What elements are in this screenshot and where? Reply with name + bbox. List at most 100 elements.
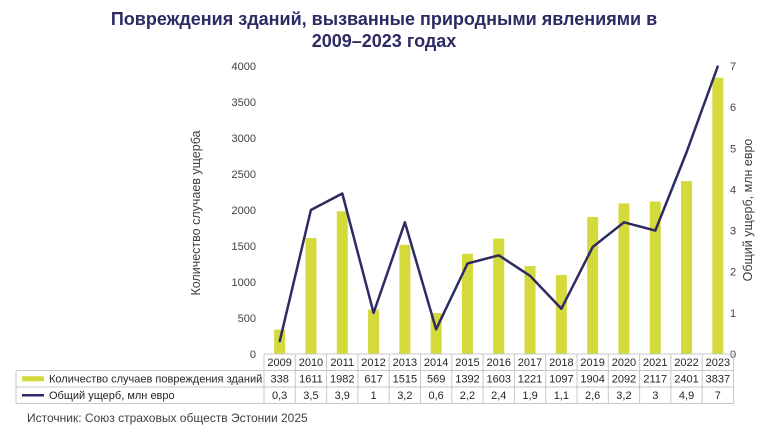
line-point-2010 xyxy=(310,209,312,211)
left-tick-label: 4000 xyxy=(232,61,256,73)
bar-2011 xyxy=(336,211,348,354)
line-point-2019 xyxy=(591,246,594,248)
bar-value-label: 2117 xyxy=(643,374,667,386)
line-point-2016 xyxy=(497,254,500,257)
chart-title-line: Повреждения зданий, вызванные природными… xyxy=(111,9,657,29)
chart-title-line: 2009–2023 годах xyxy=(312,31,457,51)
bar-2010 xyxy=(305,238,317,354)
left-tick-label: 2000 xyxy=(232,205,256,217)
line-point-2023 xyxy=(717,65,719,67)
left-axis-ticks: 0 500 1000 1500 2000 2500 3000 3500 4000 xyxy=(232,61,256,361)
bar-value-label: 1515 xyxy=(393,374,417,386)
line-point-2017 xyxy=(529,275,531,277)
right-tick-label: 3 xyxy=(730,226,736,238)
line-point-2009 xyxy=(278,340,281,343)
line-point-2021 xyxy=(654,229,657,232)
legend-swatch-bars xyxy=(22,376,44,382)
line-value-label: 2,2 xyxy=(460,390,475,402)
left-tick-label: 0 xyxy=(250,349,256,361)
year-label: 2018 xyxy=(549,357,573,369)
left-tick-label: 1000 xyxy=(232,277,256,289)
bar-2013 xyxy=(399,244,411,354)
bar-value-label: 2401 xyxy=(674,374,698,386)
line-point-2015 xyxy=(466,262,469,265)
bar-value-label: 1097 xyxy=(549,374,573,386)
bar-2015 xyxy=(461,253,473,354)
line-value-label: 0,6 xyxy=(429,390,444,402)
right-axis-label: Общий ущерб, млн евро xyxy=(741,139,755,282)
bar-2022 xyxy=(681,181,693,354)
line-value-label: 3,2 xyxy=(616,390,631,402)
line-point-2022 xyxy=(685,151,688,154)
line-point-2014 xyxy=(435,328,437,331)
year-label: 2014 xyxy=(424,357,448,369)
bar-2018 xyxy=(555,275,567,354)
right-tick-label: 5 xyxy=(730,143,736,155)
bar-value-label: 2092 xyxy=(612,374,636,386)
bar-2012 xyxy=(368,309,380,354)
left-tick-label: 3500 xyxy=(232,97,256,109)
bar-2023 xyxy=(712,77,724,355)
line-value-label: 2,6 xyxy=(585,390,600,402)
left-tick-label: 500 xyxy=(238,313,256,325)
right-tick-label: 1 xyxy=(730,308,736,320)
bar-2021 xyxy=(649,201,661,354)
line-value-label: 1,9 xyxy=(522,390,537,402)
line-point-2011 xyxy=(341,192,344,195)
line-value-label: 7 xyxy=(715,390,721,402)
year-label: 2020 xyxy=(612,357,636,369)
line-point-2013 xyxy=(404,221,406,224)
bar-value-label: 1392 xyxy=(455,374,479,386)
line-value-label: 2,4 xyxy=(491,390,506,402)
bar-value-label: 617 xyxy=(364,374,382,386)
year-label: 2016 xyxy=(487,357,511,369)
year-label: 2022 xyxy=(674,357,698,369)
line-point-2018 xyxy=(560,307,563,310)
line-value-label: 3 xyxy=(652,390,658,402)
data-table: 2009 2010 2011 2012 2013 2014 2015 2016 2017 2018… xyxy=(15,353,734,404)
line-point-2020 xyxy=(623,221,625,224)
legend-label-bars: Количество случаев повреждения зданий xyxy=(49,374,262,386)
line-series xyxy=(278,65,720,343)
year-label: 2019 xyxy=(580,357,604,369)
line-value-label: 3,9 xyxy=(335,390,350,402)
left-tick-label: 1500 xyxy=(232,241,256,253)
right-tick-label: 4 xyxy=(730,184,736,196)
line-value-label: 0,3 xyxy=(272,390,287,402)
line-value-label: 1,1 xyxy=(554,390,569,402)
left-axis-label: Количество случаев ущерба xyxy=(189,130,203,295)
legend-label-line: Общий ущерб, млн евро xyxy=(49,390,175,402)
right-tick-label: 7 xyxy=(730,61,736,73)
line-value-label: 3,2 xyxy=(397,390,412,402)
bar-2020 xyxy=(618,203,630,354)
left-tick-label: 3000 xyxy=(232,133,256,145)
year-label: 2023 xyxy=(706,357,730,369)
chart-title: Повреждения зданий, вызванные природными… xyxy=(111,9,657,51)
right-tick-label: 2 xyxy=(730,267,736,279)
year-label: 2017 xyxy=(518,357,542,369)
bar-value-label: 3837 xyxy=(706,374,730,386)
year-label: 2013 xyxy=(393,357,417,369)
line-value-label: 1 xyxy=(370,390,376,402)
year-label: 2015 xyxy=(455,357,479,369)
year-label: 2010 xyxy=(299,357,323,369)
bar-value-label: 569 xyxy=(427,374,445,386)
bar-value-label: 1603 xyxy=(487,374,511,386)
source-note: Источник: Союз страховых обществ Эстонии… xyxy=(27,411,308,425)
year-label: 2012 xyxy=(361,357,385,369)
bar-value-label: 1904 xyxy=(580,374,604,386)
bar-value-label: 1221 xyxy=(518,374,542,386)
year-label: 2011 xyxy=(330,357,354,369)
year-label: 2009 xyxy=(267,357,291,369)
bar-2014 xyxy=(430,313,442,354)
line-value-label: 4,9 xyxy=(679,390,694,402)
bar-value-label: 338 xyxy=(270,374,288,386)
bar-series xyxy=(274,77,724,355)
bar-value-label: 1982 xyxy=(330,374,354,386)
bar-2019 xyxy=(587,216,599,354)
left-tick-label: 2500 xyxy=(232,169,256,181)
right-tick-label: 6 xyxy=(730,102,736,114)
bar-2016 xyxy=(493,238,505,354)
bar-value-label: 1611 xyxy=(299,374,323,386)
